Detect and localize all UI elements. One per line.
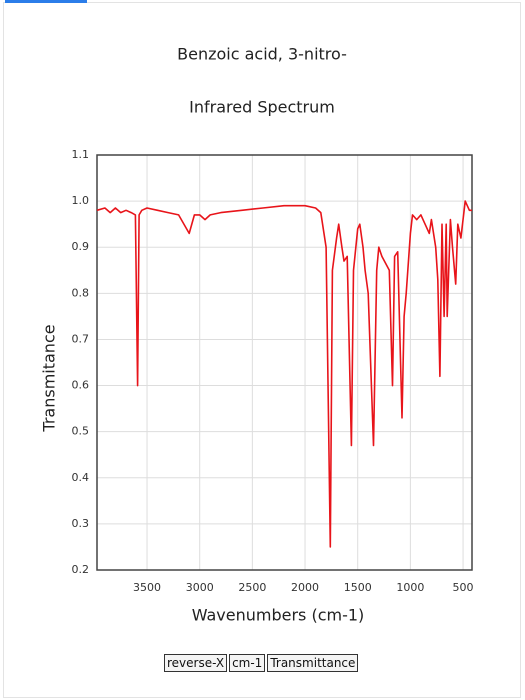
x-tick-label: 500 bbox=[453, 581, 474, 594]
controls: reverse-X cm-1 Transmittance bbox=[164, 654, 359, 672]
reverse-x-toggle[interactable]: reverse-X bbox=[164, 654, 228, 672]
chart-subtitle: Infrared Spectrum bbox=[189, 98, 335, 117]
y-tick-label: 0.5 bbox=[72, 425, 90, 438]
chart-title: Benzoic acid, 3-nitro- bbox=[177, 45, 347, 64]
card bbox=[3, 2, 521, 698]
y-tick-label: 0.3 bbox=[72, 517, 90, 530]
y-tick-label: 0.9 bbox=[72, 240, 90, 253]
mode-select[interactable]: Transmittance bbox=[267, 654, 359, 672]
x-tick-label: 1000 bbox=[396, 581, 424, 594]
x-tick-label: 3000 bbox=[186, 581, 214, 594]
chart: Benzoic acid, 3-nitro- Infrared Spectrum… bbox=[40, 45, 474, 625]
x-tick-label: 1500 bbox=[344, 581, 372, 594]
x-tick-label: 2500 bbox=[238, 581, 266, 594]
x-axis-label: Wavenumbers (cm-1) bbox=[192, 606, 365, 625]
unit-select[interactable]: cm-1 bbox=[229, 654, 266, 672]
y-tick-label: 0.8 bbox=[72, 286, 90, 299]
spectrum-line bbox=[96, 200, 472, 548]
y-tick-label: 1.1 bbox=[72, 148, 90, 161]
y-tick-label: 0.6 bbox=[72, 379, 90, 392]
tab-indicator bbox=[5, 0, 87, 3]
y-axis-label: Transmitance bbox=[40, 324, 59, 432]
y-tick-label: 0.7 bbox=[72, 332, 90, 345]
y-tick-label: 0.2 bbox=[72, 563, 90, 576]
x-tick-label: 2000 bbox=[291, 581, 319, 594]
plot-frame bbox=[96, 154, 473, 571]
y-tick-label: 1.0 bbox=[72, 194, 90, 207]
y-tick-label: 0.4 bbox=[72, 471, 90, 484]
x-tick-label: 3500 bbox=[133, 581, 161, 594]
